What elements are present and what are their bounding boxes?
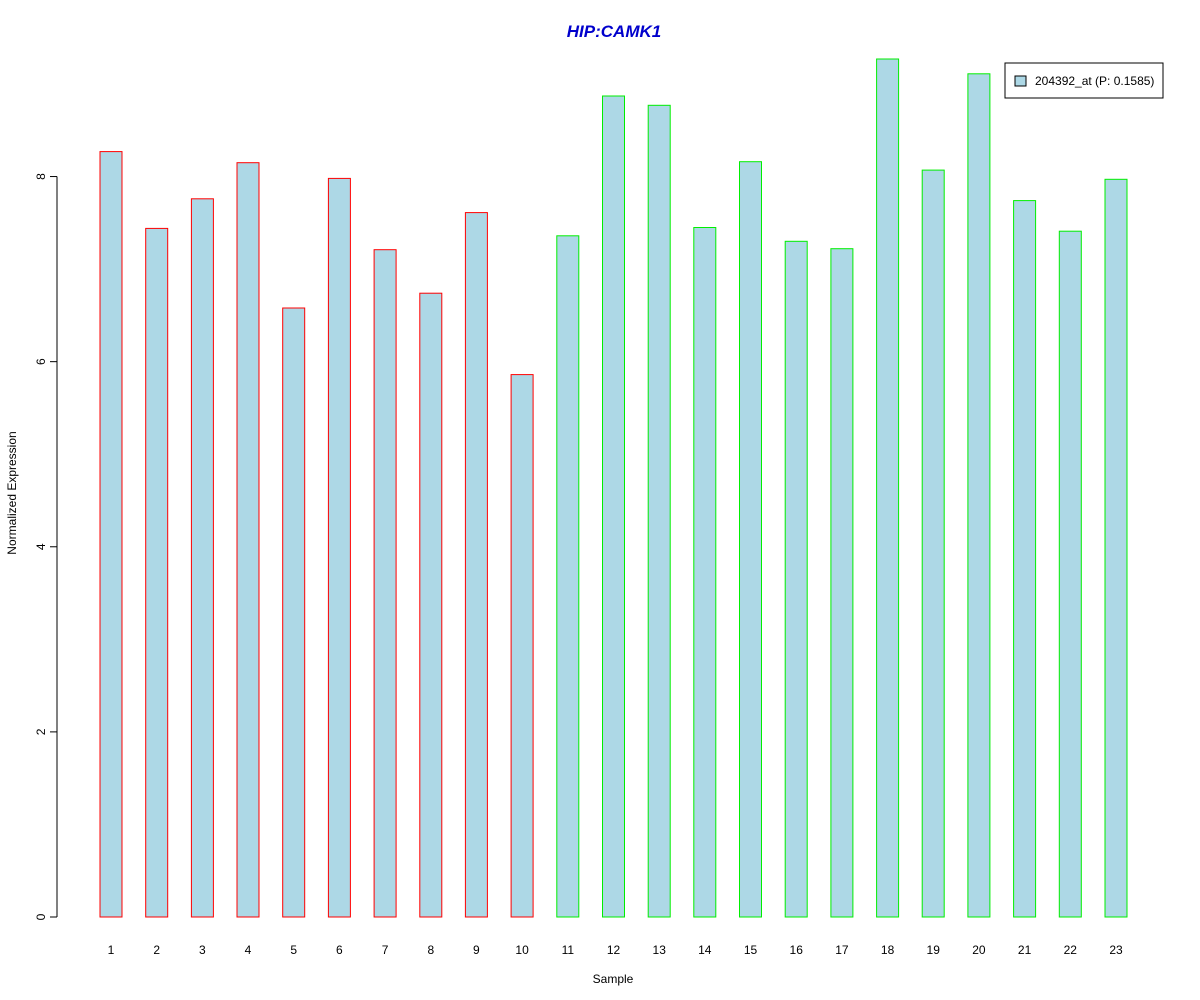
legend-box — [1004, 62, 1164, 99]
bar — [647, 104, 671, 918]
chart-title: HIP:CAMK1 — [567, 22, 661, 41]
y-axis-label: Normalized Expression — [5, 431, 19, 554]
y-tick-label: 8 — [34, 173, 48, 180]
bar — [373, 249, 397, 918]
x-tick-label: 23 — [1109, 943, 1123, 957]
x-tick-label: 3 — [199, 943, 206, 957]
x-tick-label: 1 — [108, 943, 115, 957]
x-tick-label: 4 — [245, 943, 252, 957]
bar — [510, 374, 534, 918]
bar — [1104, 178, 1128, 918]
bar — [282, 307, 306, 918]
legend-swatch — [1014, 75, 1027, 87]
bar — [236, 162, 260, 918]
x-tick-label: 12 — [607, 943, 621, 957]
bar — [327, 177, 351, 918]
x-tick-label: 15 — [744, 943, 758, 957]
x-tick-label: 5 — [290, 943, 297, 957]
bar — [190, 198, 214, 918]
x-tick-label: 19 — [927, 943, 941, 957]
x-tick-label: 13 — [653, 943, 667, 957]
x-tick-label: 10 — [515, 943, 529, 957]
bar — [876, 58, 900, 918]
bar — [419, 292, 443, 918]
x-axis-label: Sample — [593, 972, 634, 986]
bar — [1013, 200, 1037, 918]
x-tick-label: 22 — [1064, 943, 1078, 957]
bar — [602, 95, 625, 918]
legend-label: 204392_at (P: 0.1585) — [1035, 74, 1154, 88]
bar — [784, 240, 808, 918]
legend: 204392_at (P: 0.1585) — [1004, 62, 1164, 99]
bar — [967, 73, 991, 918]
x-tick-label: 7 — [382, 943, 389, 957]
x-tick-label: 6 — [336, 943, 343, 957]
y-tick-label: 2 — [34, 728, 48, 735]
x-tick-label: 2 — [153, 943, 160, 957]
x-tick-label: 17 — [835, 943, 849, 957]
bars — [99, 58, 1128, 918]
x-tick-label: 20 — [972, 943, 986, 957]
x-tick-label: 18 — [881, 943, 895, 957]
x-tick-label: 14 — [698, 943, 712, 957]
bar — [1058, 230, 1082, 918]
bar — [830, 248, 854, 918]
bar — [464, 212, 488, 918]
y-tick-label: 6 — [34, 358, 48, 365]
x-tick-label: 8 — [427, 943, 434, 957]
bar — [739, 161, 762, 918]
bar — [145, 227, 169, 918]
x-tick-label: 21 — [1018, 943, 1032, 957]
x-tick-label: 16 — [790, 943, 804, 957]
y-tick-label: 0 — [34, 913, 48, 920]
bar — [99, 151, 123, 918]
y-axis: 0 2 4 6 8 — [34, 173, 58, 920]
bar — [556, 235, 580, 918]
bar — [693, 227, 717, 918]
bar — [921, 169, 945, 918]
y-tick-label: 4 — [34, 543, 48, 550]
x-tick-label: 11 — [562, 943, 575, 957]
x-axis: 1 2 3 4 5 6 7 8 9 10 11 12 13 14 15 16 17 18 19 20 21 22 23 — [108, 943, 1123, 957]
x-tick-label: 9 — [473, 943, 480, 957]
